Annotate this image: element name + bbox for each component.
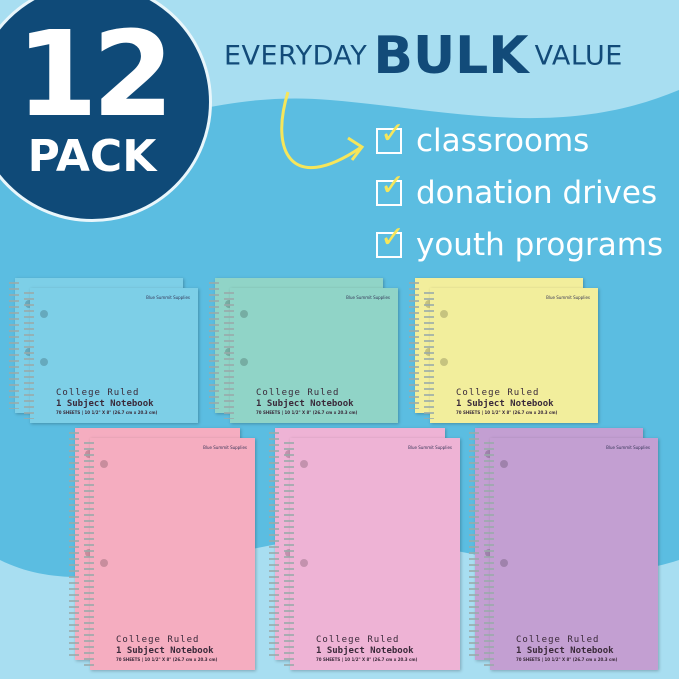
spiral-binding	[469, 432, 479, 656]
specs: 70 SHEETS | 10 1/2" X 8" (26.7 cm x 20.3…	[516, 656, 618, 662]
hole	[240, 310, 248, 318]
hole	[440, 310, 448, 318]
notebook: Blue Summit Supplies College Ruled 1 Subje…	[424, 288, 598, 423]
headline-big: BULK	[373, 26, 529, 86]
hole	[240, 358, 248, 366]
ruling: College Ruled	[256, 388, 340, 399]
spiral-binding	[9, 282, 19, 409]
checkbox-checked-icon: ✓	[376, 116, 405, 154]
hole	[40, 310, 48, 318]
ruling: College Ruled	[116, 635, 200, 646]
spiral-binding	[84, 442, 94, 666]
notebook-type: 1 Subject Notebook	[456, 399, 554, 410]
hole	[500, 460, 508, 468]
brand-logo: Blue Summit Supplies	[203, 445, 247, 450]
notebook-pair-purple: Blue Summit Supplies College Ruled 1 Subje…	[469, 428, 658, 676]
spiral-binding	[224, 292, 234, 419]
ruling: College Ruled	[316, 635, 400, 646]
use-label: classrooms	[416, 123, 590, 159]
specs: 70 SHEETS | 10 1/2" X 8" (26.7 cm x 20.3…	[316, 656, 418, 662]
ruling: College Ruled	[516, 635, 600, 646]
notebook-pair-yellow: Blue Summit Supplies College Ruled 1 Subje…	[409, 278, 598, 429]
notebook-pair-teal: Blue Summit Supplies College Ruled 1 Subje…	[209, 278, 398, 429]
spiral-binding	[409, 282, 419, 409]
spiral-binding	[69, 432, 79, 656]
hole	[300, 559, 308, 567]
notebook: Blue Summit Supplies College Ruled 1 Subje…	[24, 288, 198, 423]
spiral-binding	[24, 292, 34, 419]
notebook: Blue Summit Supplies College Ruled 1 Subje…	[284, 438, 460, 670]
spiral-binding	[484, 442, 494, 666]
notebook-type: 1 Subject Notebook	[116, 646, 214, 657]
spiral-binding	[284, 442, 294, 666]
ruling: College Ruled	[456, 388, 540, 399]
list-item: ✓ classrooms	[376, 115, 663, 167]
checkbox-checked-icon: ✓	[376, 220, 405, 258]
use-list: ✓ classrooms ✓ donation drives ✓ youth prog…	[376, 115, 663, 271]
pack-number: 12	[15, 5, 174, 143]
notebook-type: 1 Subject Notebook	[256, 399, 354, 410]
specs: 70 SHEETS | 10 1/2" X 8" (26.7 cm x 20.3…	[116, 656, 218, 662]
ruling: College Ruled	[56, 388, 140, 399]
notebook-type: 1 Subject Notebook	[316, 646, 414, 657]
pack-label: PACK	[27, 131, 157, 182]
notebook-type: 1 Subject Notebook	[516, 646, 614, 657]
notebook: Blue Summit Supplies College Ruled 1 Subje…	[484, 438, 658, 670]
notebook-pair-light-pink: Blue Summit Supplies College Ruled 1 Subje…	[269, 428, 460, 676]
pack-count-badge: 12 PACK	[0, 0, 212, 222]
checkbox-checked-icon: ✓	[376, 168, 405, 206]
brand-logo: Blue Summit Supplies	[546, 295, 590, 300]
hole	[100, 460, 108, 468]
hole	[40, 358, 48, 366]
headline: EVERYDAY BULK VALUE	[224, 26, 623, 86]
specs: 70 SHEETS | 10 1/2" X 8" (26.7 cm x 20.3…	[256, 409, 358, 415]
spiral-binding	[209, 282, 219, 409]
notebook-pair-blue: Blue Summit Supplies College Ruled 1 Subje…	[9, 278, 198, 429]
notebook-pair-pink: Blue Summit Supplies College Ruled 1 Subje…	[69, 428, 255, 676]
specs: 70 SHEETS | 10 1/2" X 8" (26.7 cm x 20.3…	[56, 409, 158, 415]
brand-logo: Blue Summit Supplies	[346, 295, 390, 300]
notebook-label: College Ruled 1 Subject Notebook 70 SHEETS…	[516, 635, 617, 662]
brand-logo: Blue Summit Supplies	[146, 295, 190, 300]
headline-post: VALUE	[534, 40, 623, 72]
list-item: ✓ youth programs	[376, 219, 663, 271]
headline-pre: EVERYDAY	[224, 40, 368, 72]
notebook-label: College Ruled 1 Subject Notebook 70 SHEETS…	[116, 635, 217, 662]
notebook-label: College Ruled 1 Subject Notebook 70 SHEETS…	[456, 388, 557, 415]
notebook: Blue Summit Supplies College Ruled 1 Subje…	[84, 438, 255, 670]
notebook-label: College Ruled 1 Subject Notebook 70 SHEETS…	[56, 388, 157, 415]
use-label: youth programs	[416, 227, 664, 263]
spiral-binding	[269, 432, 279, 656]
spiral-binding	[424, 292, 434, 419]
brand-logo: Blue Summit Supplies	[408, 445, 452, 450]
specs: 70 SHEETS | 10 1/2" X 8" (26.7 cm x 20.3…	[456, 409, 558, 415]
hole	[100, 559, 108, 567]
notebook-label: College Ruled 1 Subject Notebook 70 SHEETS…	[256, 388, 357, 415]
use-label: donation drives	[416, 175, 658, 211]
hole	[440, 358, 448, 366]
notebook-label: College Ruled 1 Subject Notebook 70 SHEETS…	[316, 635, 417, 662]
hole	[500, 559, 508, 567]
list-item: ✓ donation drives	[376, 167, 663, 219]
notebook: Blue Summit Supplies College Ruled 1 Subje…	[224, 288, 398, 423]
hole	[300, 460, 308, 468]
notebook-type: 1 Subject Notebook	[56, 399, 154, 410]
brand-logo: Blue Summit Supplies	[606, 445, 650, 450]
